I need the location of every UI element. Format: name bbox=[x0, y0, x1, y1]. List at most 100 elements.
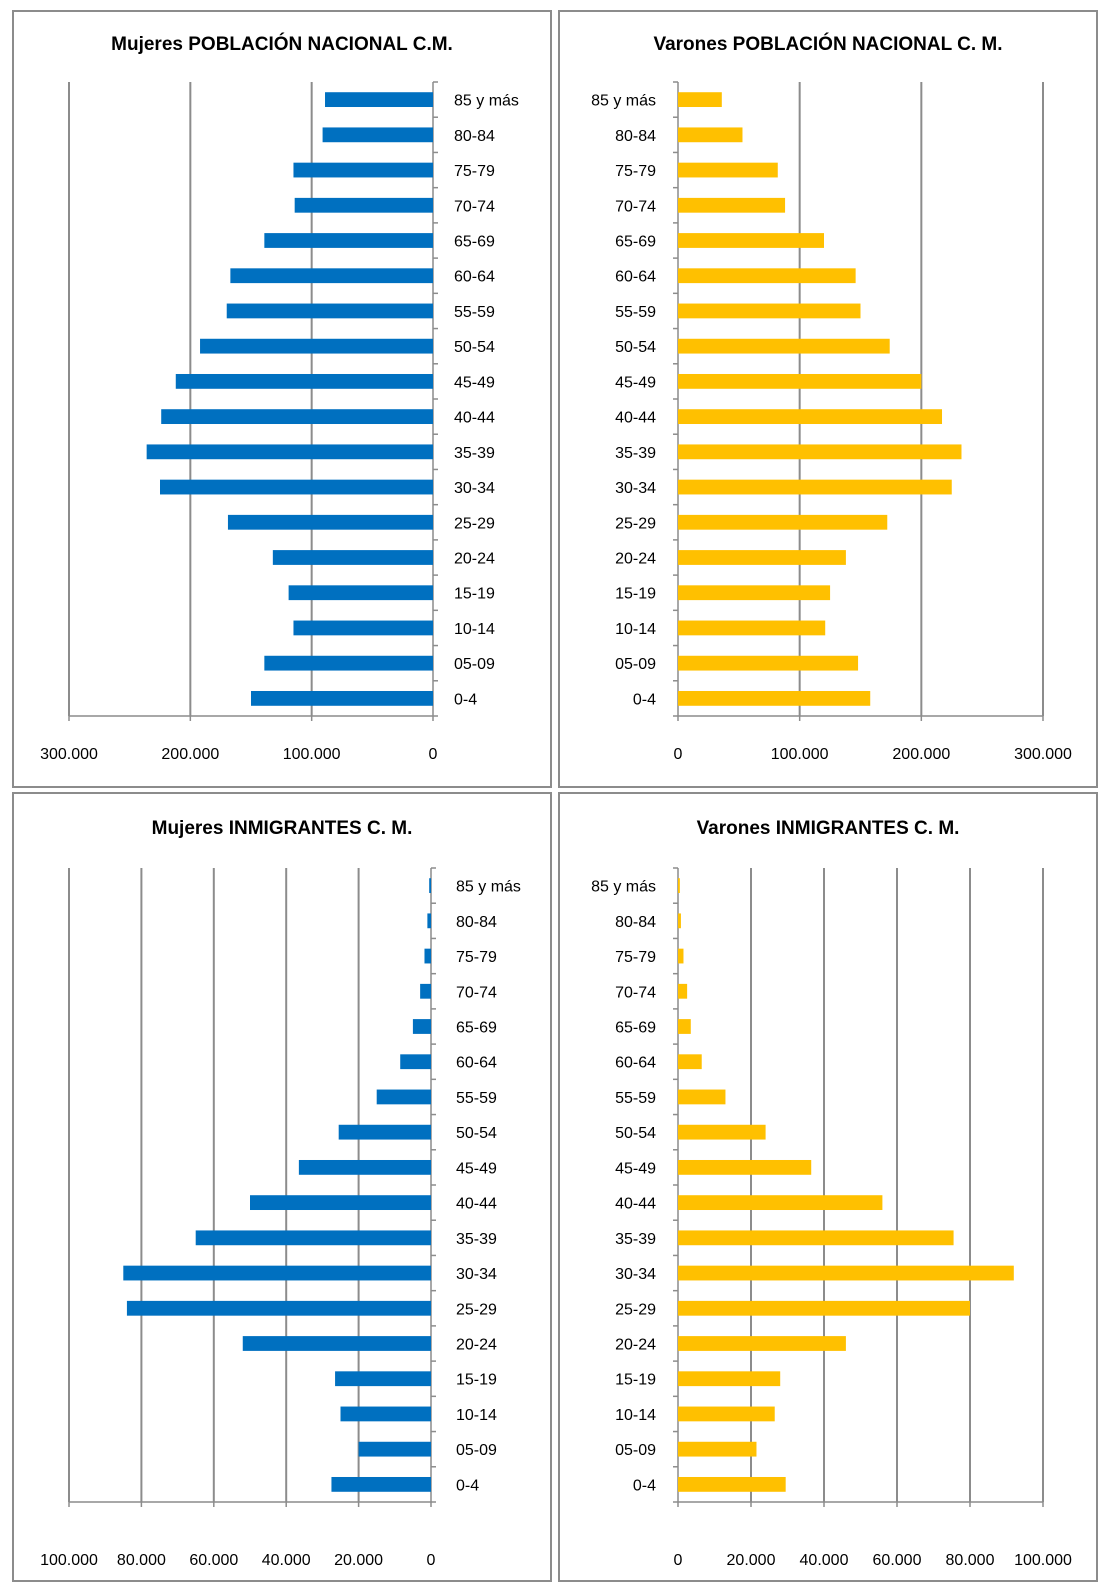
chart-title: Varones POBLACIÓN NACIONAL C. M. bbox=[653, 33, 1002, 55]
category-label: 55-59 bbox=[615, 1090, 656, 1107]
bar-60-64 bbox=[678, 268, 856, 284]
category-label: 05-09 bbox=[615, 1442, 656, 1459]
category-label: 70-74 bbox=[454, 198, 495, 215]
bar-55-59 bbox=[678, 303, 861, 319]
category-label: 65-69 bbox=[615, 1020, 656, 1037]
bar-75-79 bbox=[678, 948, 684, 964]
category-label: 45-49 bbox=[615, 374, 656, 391]
category-label: 55-59 bbox=[454, 304, 495, 321]
category-label: 15-19 bbox=[615, 1372, 656, 1389]
category-label: 40-44 bbox=[456, 1196, 497, 1213]
category-label: 05-09 bbox=[615, 656, 656, 673]
category-label: 60-64 bbox=[615, 1055, 656, 1072]
category-label: 15-19 bbox=[454, 586, 495, 603]
tick-label: 80.000 bbox=[946, 1552, 995, 1569]
category-label: 25-29 bbox=[615, 1301, 656, 1318]
chart-panel-mujeres-inmigrantes: Mujeres INMIGRANTES C. M. 0-4 05-09 10-14 15… bbox=[12, 792, 552, 1582]
category-label: 40-44 bbox=[615, 1196, 656, 1213]
category-label: 15-19 bbox=[456, 1372, 497, 1389]
bar-30-34 bbox=[678, 1265, 1014, 1281]
category-label: 85 y más bbox=[591, 93, 656, 110]
bar-70-74 bbox=[678, 983, 688, 999]
bar-70-74 bbox=[294, 197, 433, 213]
bar-35-39 bbox=[678, 1230, 954, 1246]
tick-label: 80.000 bbox=[117, 1552, 166, 1569]
bar-20-24 bbox=[272, 550, 433, 565]
bar-0-4 bbox=[331, 1476, 431, 1492]
category-label: 65-69 bbox=[454, 234, 495, 251]
bar-60-64 bbox=[678, 1054, 702, 1070]
category-label: 10-14 bbox=[615, 621, 656, 638]
chart-title: Varones INMIGRANTES C. M. bbox=[697, 818, 960, 839]
bar-65-69 bbox=[264, 233, 433, 248]
bar-30-34 bbox=[160, 479, 433, 495]
bar-55-59 bbox=[226, 303, 433, 319]
bar-25-29 bbox=[678, 1300, 970, 1316]
bar-10-14 bbox=[678, 620, 826, 636]
bar-45-49 bbox=[298, 1159, 431, 1175]
bar-10-14 bbox=[293, 620, 433, 636]
category-label: 40-44 bbox=[615, 410, 656, 427]
category-label: 65-69 bbox=[615, 234, 656, 251]
category-label: 30-34 bbox=[456, 1266, 497, 1283]
bar-0-4 bbox=[251, 690, 433, 706]
bar-55-59 bbox=[376, 1089, 431, 1105]
bar-25-29 bbox=[678, 514, 888, 530]
category-label: 60-64 bbox=[456, 1055, 497, 1072]
bar-80-84 bbox=[427, 913, 431, 929]
bar-85-y-más bbox=[325, 92, 433, 108]
bar-30-34 bbox=[678, 479, 952, 495]
bar-15-19 bbox=[288, 585, 433, 601]
bar-85-y-más bbox=[678, 92, 722, 108]
bar-40-44 bbox=[250, 1195, 431, 1211]
tick-label: 100.000 bbox=[771, 746, 829, 763]
bar-20-24 bbox=[678, 550, 846, 565]
bar-75-79 bbox=[424, 948, 431, 964]
bar-50-54 bbox=[678, 1124, 766, 1140]
chart-panel-varones-nacional: Varones POBLACIÓN NACIONAL C. M. 0-4 05-09… bbox=[558, 10, 1098, 788]
category-label: 70-74 bbox=[615, 984, 656, 1001]
tick-label: 40.000 bbox=[262, 1552, 311, 1569]
bar-80-84 bbox=[678, 127, 743, 143]
category-label: 50-54 bbox=[615, 1125, 656, 1142]
category-label: 80-84 bbox=[456, 914, 497, 931]
category-label: 75-79 bbox=[615, 949, 656, 966]
category-label: 45-49 bbox=[454, 374, 495, 391]
bar-85-y-más bbox=[429, 878, 431, 894]
tick-label: 60.000 bbox=[873, 1552, 922, 1569]
tick-label: 200.000 bbox=[161, 746, 219, 763]
bar-20-24 bbox=[678, 1336, 846, 1351]
category-label: 10-14 bbox=[456, 1407, 497, 1424]
bar-50-54 bbox=[200, 338, 433, 354]
category-label: 20-24 bbox=[454, 551, 495, 568]
category-label: 50-54 bbox=[615, 339, 656, 356]
category-label: 85 y más bbox=[456, 879, 521, 896]
bar-45-49 bbox=[175, 373, 434, 389]
chart-panel-mujeres-nacional: Mujeres POBLACIÓN NACIONAL C.M. 0-4 05-09 1… bbox=[12, 10, 552, 788]
category-label: 60-64 bbox=[615, 269, 656, 286]
tick-label: 40.000 bbox=[800, 1552, 849, 1569]
tick-label: 0 bbox=[674, 746, 683, 763]
category-label: 75-79 bbox=[615, 163, 656, 180]
category-label: 50-54 bbox=[454, 339, 495, 356]
bar-15-19 bbox=[335, 1371, 431, 1387]
chart-svg: Mujeres POBLACIÓN NACIONAL C.M. 0-4 05-09 1… bbox=[40, 33, 519, 763]
bar-30-34 bbox=[123, 1265, 432, 1281]
bar-60-64 bbox=[230, 268, 433, 284]
category-label: 35-39 bbox=[615, 445, 656, 462]
category-label: 10-14 bbox=[615, 1407, 656, 1424]
category-label: 0-4 bbox=[454, 691, 477, 708]
bar-25-29 bbox=[126, 1300, 432, 1316]
bar-65-69 bbox=[412, 1019, 431, 1034]
category-label: 75-79 bbox=[454, 163, 495, 180]
bar-40-44 bbox=[161, 409, 434, 425]
category-label: 45-49 bbox=[615, 1160, 656, 1177]
category-label: 50-54 bbox=[456, 1125, 497, 1142]
bar-60-64 bbox=[400, 1054, 431, 1070]
bar-05-09 bbox=[678, 655, 859, 671]
tick-label: 60.000 bbox=[189, 1552, 238, 1569]
category-label: 20-24 bbox=[615, 551, 656, 568]
bar-45-49 bbox=[678, 373, 922, 389]
tick-label: 0 bbox=[427, 1552, 436, 1569]
bar-85-y-más bbox=[678, 878, 680, 894]
